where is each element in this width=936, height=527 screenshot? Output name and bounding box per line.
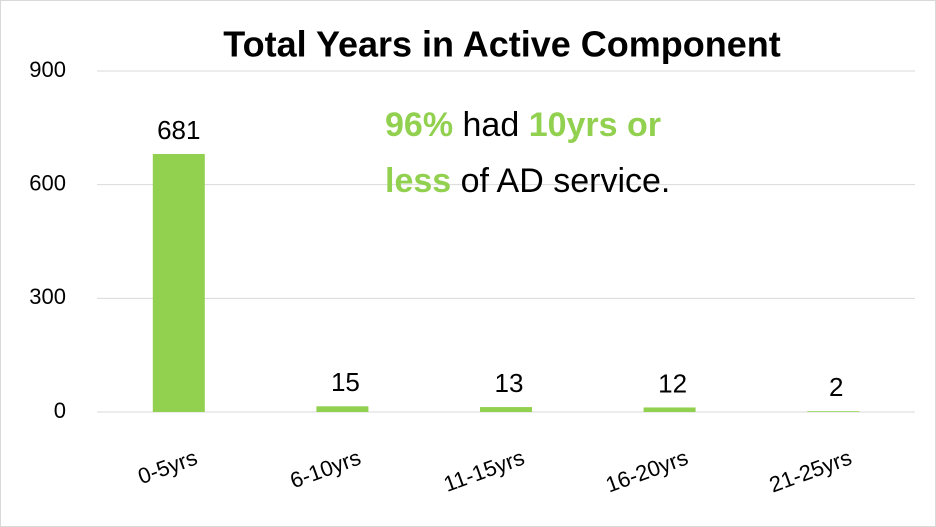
annotation: 96% had 10yrs or [385, 106, 661, 144]
annotation-segment: 10yrs or [529, 106, 661, 144]
data-label: 13 [495, 368, 524, 398]
annotation: less of AD service. [385, 162, 670, 200]
annotation-segment: of AD service. [451, 162, 670, 200]
annotation-segment: less [385, 162, 451, 200]
data-label: 2 [829, 372, 843, 402]
data-label: 15 [331, 367, 360, 397]
bar [807, 411, 860, 412]
y-tick-label: 300 [29, 284, 66, 309]
y-tick-label: 600 [29, 170, 66, 195]
y-tick-label: 0 [54, 398, 66, 423]
bar [480, 407, 532, 412]
annotation-segment: had [453, 106, 529, 144]
data-label: 681 [157, 115, 200, 145]
chart-title: Total Years in Active Component [223, 24, 780, 65]
bar [643, 407, 696, 412]
bar [316, 406, 369, 412]
y-tick-label: 900 [29, 57, 66, 82]
annotation-segment: 96% [385, 106, 453, 144]
bar [152, 153, 205, 412]
data-label: 12 [658, 368, 687, 398]
